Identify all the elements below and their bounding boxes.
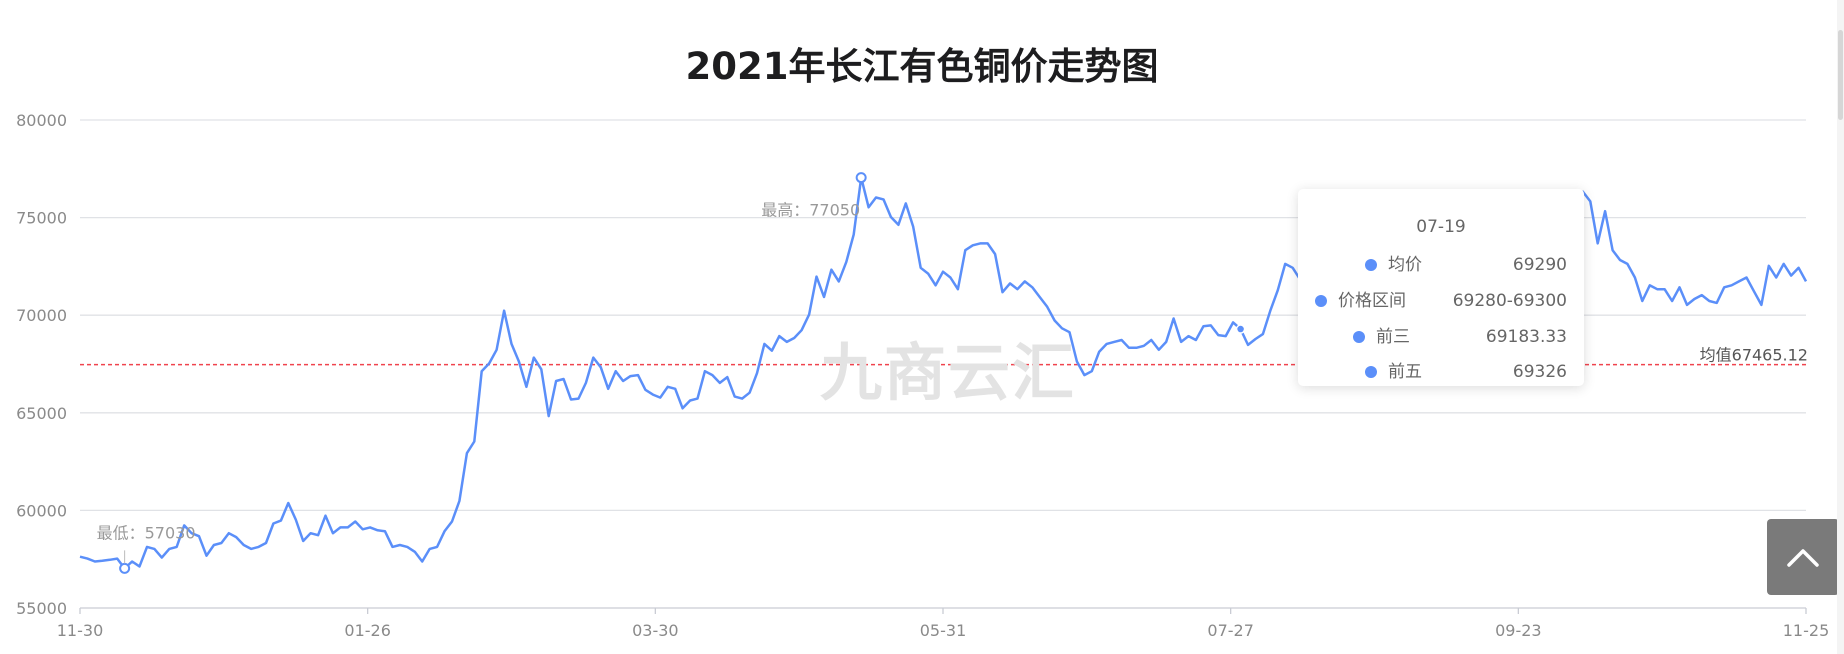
series-dot-icon — [1365, 259, 1377, 271]
tooltip-row-range: 价格区间 69280-69300 — [1315, 289, 1567, 313]
tooltip-row-prev3: 前三 69183.33 — [1353, 325, 1567, 349]
x-tick-label: 01-26 — [344, 621, 391, 640]
x-tick-label: 11-25 — [1783, 621, 1830, 640]
page-scrollbar[interactable] — [1837, 0, 1844, 654]
x-tick-label: 05-31 — [920, 621, 967, 640]
tooltip-row-avg: 均价 69290 — [1365, 253, 1567, 277]
max-point — [855, 172, 867, 184]
tooltip-value: 69326 — [1512, 362, 1567, 382]
y-tick-label: 60000 — [16, 501, 67, 520]
x-tick-label: 03-30 — [632, 621, 679, 640]
extreme-markers: 最高：77050 最低：57030 — [97, 172, 1246, 574]
y-axis-labels: 80000 75000 70000 65000 60000 55000 — [16, 111, 67, 618]
y-tick-label: 80000 — [16, 111, 67, 130]
y-tick-label: 75000 — [16, 209, 67, 228]
scrollbar-thumb[interactable] — [1838, 30, 1843, 120]
max-label: 最高：77050 — [761, 201, 860, 220]
x-axis: 11-30 01-26 03-30 05-31 07-27 09-23 11-25 — [57, 608, 1830, 640]
tooltip-label: 均价 — [1388, 255, 1422, 275]
min-label: 最低：57030 — [97, 523, 196, 542]
x-tick-label: 11-30 — [57, 621, 104, 640]
tooltip-value: 69280-69300 — [1452, 291, 1567, 311]
hover-point — [1235, 324, 1246, 334]
series-dot-icon — [1353, 331, 1365, 343]
tooltip-value: 69290 — [1512, 255, 1567, 275]
min-point — [119, 562, 131, 574]
tooltip-label: 前三 — [1376, 327, 1410, 347]
series-dot-icon — [1315, 295, 1327, 307]
tooltip: 07-19 均价 69290 价格区间 69280-69300 前三 69183… — [1298, 189, 1584, 386]
tooltip-date: 07-19 — [1416, 217, 1466, 237]
tooltip-label: 前五 — [1388, 362, 1422, 382]
back-to-top-button[interactable] — [1767, 519, 1839, 595]
chevron-up-icon — [1787, 549, 1819, 567]
y-tick-label: 70000 — [16, 306, 67, 325]
tooltip-row-prev5: 前五 69326 — [1365, 360, 1567, 384]
x-tick-label: 09-23 — [1495, 621, 1542, 640]
chart-title: 2021年长江有色铜价走势图 — [685, 45, 1159, 88]
tooltip-value: 69183.33 — [1485, 327, 1567, 347]
mean-label: 均值67465.12 — [1700, 346, 1808, 365]
x-tick-label: 07-27 — [1207, 621, 1254, 640]
y-tick-label: 55000 — [16, 599, 67, 618]
y-tick-label: 65000 — [16, 404, 67, 423]
tooltip-label: 价格区间 — [1338, 291, 1406, 311]
series-dot-icon — [1365, 366, 1377, 378]
